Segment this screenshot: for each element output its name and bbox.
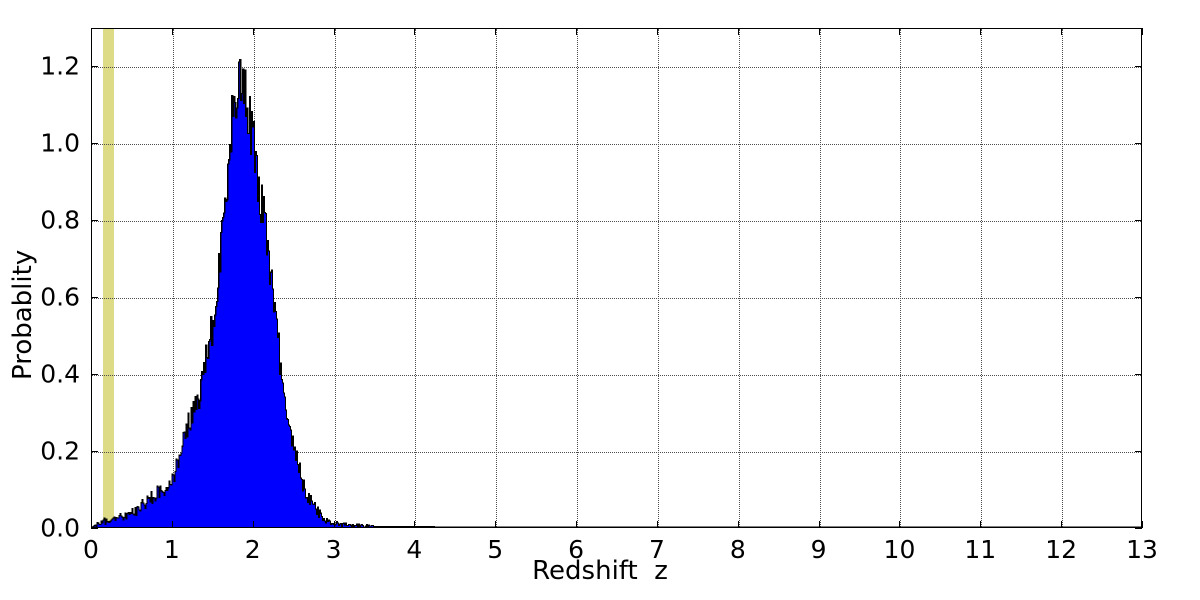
- x-tick-mark: [818, 28, 820, 35]
- x-tick-mark: [495, 28, 497, 35]
- x-tick-label: 6: [568, 535, 585, 564]
- y-tick-mark: [1135, 143, 1142, 145]
- plot-area: [91, 28, 1142, 528]
- y-tick-mark: [1135, 374, 1142, 376]
- x-tick-mark: [737, 521, 739, 528]
- x-tick-mark: [414, 521, 416, 528]
- y-tick-label: 0.8: [40, 205, 80, 235]
- x-tick-mark: [656, 28, 658, 35]
- y-tick-mark: [91, 451, 98, 453]
- y-tick-label: 0.4: [40, 359, 80, 389]
- x-tick-mark: [656, 521, 658, 528]
- y-tick-mark: [91, 374, 98, 376]
- x-tick-label: 0: [83, 535, 99, 564]
- y-tick-mark: [91, 220, 98, 222]
- x-tick-mark: [252, 28, 254, 35]
- y-tick-label: 1.0: [40, 128, 80, 158]
- y-tick-mark: [1135, 66, 1142, 68]
- x-tick-mark: [333, 521, 335, 528]
- x-tick-label: 13: [1126, 535, 1158, 564]
- x-tick-label: 1: [163, 535, 180, 564]
- y-tick-mark: [1135, 528, 1142, 529]
- x-tick-mark: [495, 521, 497, 528]
- y-tick-label: 0.6: [40, 282, 80, 312]
- x-tick-label: 7: [648, 535, 665, 564]
- x-tick-mark: [818, 521, 820, 528]
- x-tick-mark: [1061, 28, 1063, 35]
- distribution-fill: [92, 59, 1141, 527]
- x-tick-label: 12: [1045, 535, 1078, 564]
- x-tick-mark: [91, 28, 92, 35]
- x-tick-mark: [414, 28, 416, 35]
- x-tick-mark: [91, 521, 92, 528]
- y-tick-mark: [1135, 451, 1142, 453]
- y-tick-label: 0.0: [40, 513, 80, 543]
- y-tick-mark: [1135, 297, 1142, 299]
- x-axis-label: Redshift z: [532, 556, 668, 586]
- y-tick-mark: [91, 297, 98, 299]
- x-tick-mark: [1142, 521, 1143, 528]
- x-tick-label: 9: [810, 535, 827, 564]
- x-tick-label: 4: [406, 535, 423, 564]
- x-tick-mark: [1142, 28, 1143, 35]
- x-tick-mark: [576, 521, 578, 528]
- x-tick-mark: [171, 521, 173, 528]
- x-tick-label: 8: [729, 535, 746, 564]
- x-tick-mark: [252, 521, 254, 528]
- x-tick-mark: [333, 28, 335, 35]
- x-tick-mark: [171, 28, 173, 35]
- x-tick-mark: [980, 28, 982, 35]
- distribution-outline: [92, 58, 1141, 527]
- x-tick-label: 5: [487, 535, 504, 564]
- x-tick-label: 11: [964, 535, 997, 564]
- x-tick-mark: [899, 28, 901, 35]
- x-tick-mark: [576, 28, 578, 35]
- x-tick-mark: [1061, 521, 1063, 528]
- x-tick-mark: [737, 28, 739, 35]
- x-tick-label: 2: [244, 535, 261, 564]
- y-tick-mark: [91, 528, 98, 529]
- y-tick-label: 1.2: [40, 51, 80, 81]
- y-tick-mark: [1135, 220, 1142, 222]
- x-tick-mark: [899, 521, 901, 528]
- x-tick-label: 10: [883, 535, 916, 564]
- y-tick-mark: [91, 143, 98, 145]
- y-axis-label: Probablity: [8, 249, 38, 380]
- x-tick-label: 3: [325, 535, 342, 564]
- probability-distribution-curve: [92, 58, 1141, 527]
- y-tick-label: 0.2: [40, 436, 80, 466]
- redshift-highlight-band: [103, 29, 114, 527]
- y-tick-mark: [91, 66, 98, 68]
- x-tick-mark: [980, 521, 982, 528]
